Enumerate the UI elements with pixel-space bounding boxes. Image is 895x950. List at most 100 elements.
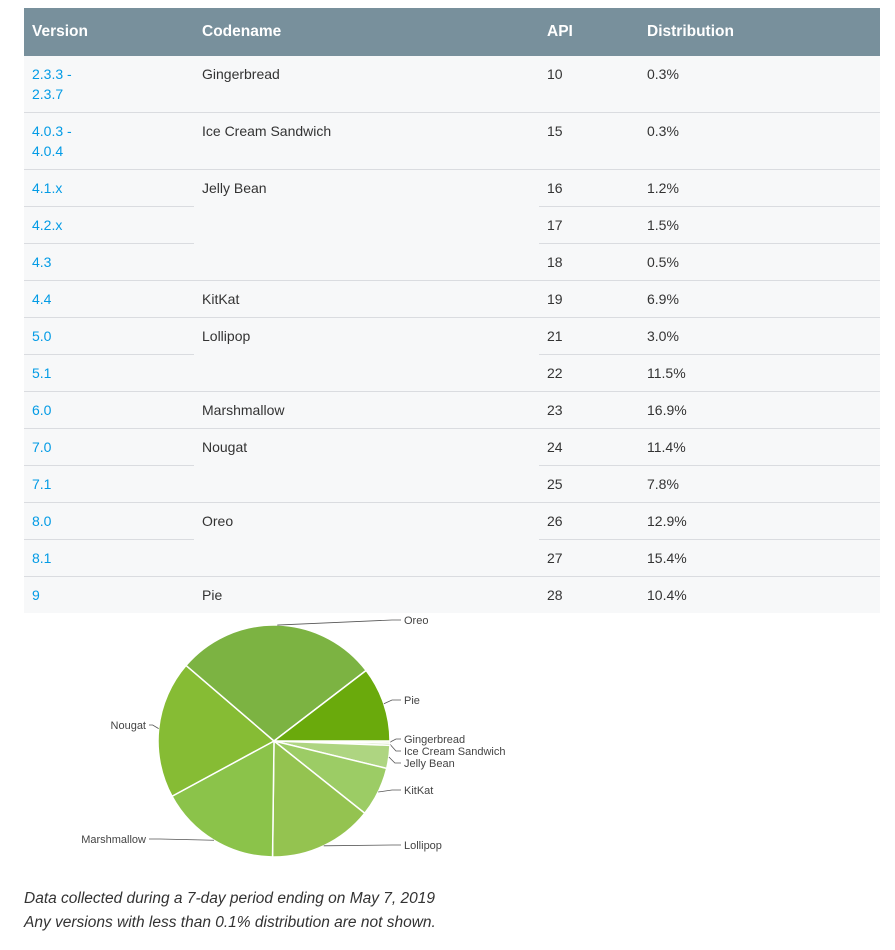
- distribution-cell: 16.9%: [639, 391, 880, 429]
- version-link[interactable]: 8.0: [32, 513, 52, 529]
- table-row: 4.4 KitKat 19 6.9%: [24, 280, 880, 318]
- api-cell: 28: [539, 576, 639, 613]
- header-distribution: Distribution: [639, 8, 880, 56]
- distribution-cell: 15.4%: [639, 539, 880, 577]
- leader-line-oreo: [277, 619, 401, 626]
- codename-cell: Lollipop: [194, 317, 539, 355]
- distribution-table: Version Codename API Distribution 2.3.3 …: [24, 8, 880, 613]
- api-cell: 26: [539, 502, 639, 540]
- version-cell: 2.3.3 -2.3.7: [24, 56, 194, 113]
- api-cell: 24: [539, 428, 639, 466]
- api-cell: 21: [539, 317, 639, 355]
- table-row: 9 Pie 28 10.4%: [24, 576, 880, 613]
- table-row: 6.0 Marshmallow 23 16.9%: [24, 391, 880, 429]
- leader-line-marshmallow: [149, 838, 215, 841]
- pie-label-oreo: Oreo: [404, 615, 428, 627]
- leader-line-nougat: [149, 724, 159, 729]
- pie-label-jelly-bean: Jelly Bean: [404, 758, 455, 770]
- header-api: API: [539, 8, 639, 56]
- version-link[interactable]: 6.0: [32, 402, 52, 418]
- codename-cell: [194, 354, 539, 392]
- version-cell: 7.0: [24, 428, 194, 466]
- codename-cell: Nougat: [194, 428, 539, 466]
- table-row: 8.0 Oreo 26 12.9%: [24, 502, 880, 540]
- distribution-cell: 7.8%: [639, 465, 880, 503]
- distribution-cell: 11.4%: [639, 428, 880, 466]
- api-cell: 23: [539, 391, 639, 429]
- table-header-row: Version Codename API Distribution: [24, 8, 880, 56]
- version-cell: 4.0.3 -4.0.4: [24, 112, 194, 170]
- table-row: 4.3 18 0.5%: [24, 243, 880, 281]
- header-codename: Codename: [194, 8, 539, 56]
- version-link[interactable]: 4.3: [32, 254, 52, 270]
- pie-label-ice-cream-sandwich: Ice Cream Sandwich: [404, 746, 506, 758]
- version-cell: 5.1: [24, 354, 194, 392]
- pie-slice-pie: [271, 669, 391, 742]
- leader-line-ice-cream-sandwich: [389, 744, 401, 752]
- pie-slice-lollipop: [271, 739, 366, 858]
- api-cell: 18: [539, 243, 639, 281]
- version-cell: 9: [24, 576, 194, 613]
- version-link[interactable]: 8.1: [32, 550, 52, 566]
- leader-line-jelly-bean: [388, 756, 401, 764]
- distribution-cell: 0.3%: [639, 112, 880, 170]
- header-version: Version: [24, 8, 194, 56]
- codename-cell: Marshmallow: [194, 391, 539, 429]
- version-link[interactable]: 9: [32, 587, 40, 603]
- version-link[interactable]: 4.1.x: [32, 180, 63, 196]
- codename-cell: [194, 539, 539, 577]
- api-cell: 16: [539, 169, 639, 207]
- pie-slice-oreo: [184, 624, 368, 742]
- leader-line-lollipop: [323, 844, 401, 847]
- footnote-date: Data collected during a 7-day period end…: [24, 890, 436, 907]
- version-link[interactable]: 2.3.3 -2.3.7: [32, 66, 72, 102]
- table-row: 4.1.x Jelly Bean 16 1.2%: [24, 169, 880, 207]
- codename-cell: KitKat: [194, 280, 539, 318]
- distribution-cell: 12.9%: [639, 502, 880, 540]
- version-cell: 8.0: [24, 502, 194, 540]
- api-cell: 19: [539, 280, 639, 318]
- codename-cell: Jelly Bean: [194, 169, 539, 207]
- version-link[interactable]: 7.1: [32, 476, 52, 492]
- version-cell: 7.1: [24, 465, 194, 503]
- leader-line-pie: [383, 699, 401, 705]
- api-cell: 22: [539, 354, 639, 392]
- pie-label-gingerbread: Gingerbread: [404, 734, 465, 746]
- codename-cell: Ice Cream Sandwich: [194, 112, 539, 170]
- distribution-cell: 0.3%: [639, 56, 880, 113]
- version-link[interactable]: 5.0: [32, 328, 52, 344]
- distribution-cell: 1.5%: [639, 206, 880, 244]
- table-row: 4.2.x 17 1.5%: [24, 206, 880, 244]
- leader-line-kitkat: [378, 789, 401, 793]
- version-link[interactable]: 5.1: [32, 365, 52, 381]
- footnote-threshold: Any versions with less than 0.1% distrib…: [24, 914, 436, 931]
- leader-line-gingerbread: [389, 738, 401, 743]
- codename-cell: [194, 206, 539, 244]
- api-cell: 10: [539, 56, 639, 113]
- api-cell: 27: [539, 539, 639, 577]
- version-link[interactable]: 4.2.x: [32, 217, 63, 233]
- version-cell: 8.1: [24, 539, 194, 577]
- table-row: 5.1 22 11.5%: [24, 354, 880, 392]
- distribution-cell: 6.9%: [639, 280, 880, 318]
- table-row: 8.1 27 15.4%: [24, 539, 880, 577]
- version-link[interactable]: 4.0.3 -4.0.4: [32, 123, 72, 159]
- table-row: 4.0.3 -4.0.4 Ice Cream Sandwich 15 0.3%: [24, 112, 880, 170]
- pie-label-nougat: Nougat: [111, 720, 146, 732]
- pie-label-kitkat: KitKat: [404, 785, 433, 797]
- codename-cell: Pie: [194, 576, 539, 613]
- api-cell: 17: [539, 206, 639, 244]
- codename-cell: Oreo: [194, 502, 539, 540]
- pie-label-marshmallow: Marshmallow: [81, 834, 146, 846]
- api-cell: 15: [539, 112, 639, 170]
- pie-label-lollipop: Lollipop: [404, 840, 442, 852]
- table-row: 5.0 Lollipop 21 3.0%: [24, 317, 880, 355]
- version-link[interactable]: 4.4: [32, 291, 52, 307]
- version-cell: 4.4: [24, 280, 194, 318]
- version-cell: 4.2.x: [24, 206, 194, 244]
- version-cell: 6.0: [24, 391, 194, 429]
- version-link[interactable]: 7.0: [32, 439, 52, 455]
- distribution-cell: 1.2%: [639, 169, 880, 207]
- pie-label-pie: Pie: [404, 695, 420, 707]
